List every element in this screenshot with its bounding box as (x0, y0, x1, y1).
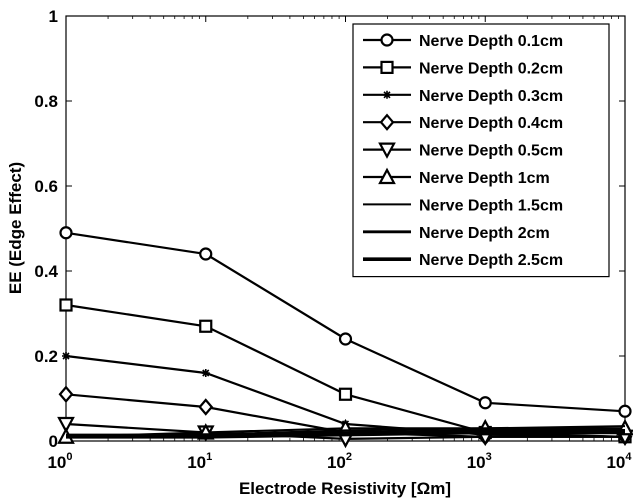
legend-item: Nerve Depth 0.1cm (363, 33, 563, 50)
data-point (199, 319, 213, 333)
legend-item: Nerve Depth 1cm (363, 167, 550, 187)
data-point (338, 332, 353, 346)
y-tick-label: 0.4 (34, 262, 58, 281)
data-point (201, 369, 210, 377)
data-point (198, 398, 214, 416)
x-tick-label: 102 (327, 451, 352, 472)
x-axis: 100 101 102 103 104 (47, 16, 632, 472)
data-point (478, 396, 492, 410)
y-tick-label: 1 (49, 7, 58, 26)
legend-item: Nerve Depth 2cm (363, 225, 550, 242)
legend-label: Nerve Depth 1.5cm (419, 197, 563, 214)
data-point (618, 404, 632, 418)
x-tick-label: 104 (606, 451, 632, 472)
legend-label: Nerve Depth 2cm (419, 225, 550, 242)
legend-item: Nerve Depth 2.5cm (363, 252, 563, 269)
legend-marker (380, 60, 394, 75)
legend-item: Nerve Depth 0.4cm (363, 113, 563, 132)
legend-label: Nerve Depth 0.2cm (419, 60, 563, 77)
legend-marker (380, 33, 394, 47)
legend-marker (378, 167, 396, 185)
legend-label: Nerve Depth 0.1cm (419, 33, 563, 50)
y-axis: 0 0.2 0.4 0.6 0.8 1 (34, 7, 625, 451)
legend-item: Nerve Depth 1.5cm (363, 197, 563, 214)
x-axis-label: Electrode Resistivity [Ωm] (239, 479, 451, 498)
legend-item: Nerve Depth 0.5cm (363, 142, 563, 160)
legend-label: Nerve Depth 0.5cm (419, 143, 563, 160)
legend: Nerve Depth 0.1cm Nerve Depth 0.2cm Nerve … (352, 23, 610, 278)
legend-label: Nerve Depth 0.3cm (419, 88, 563, 105)
legend-item: Nerve Depth 0.3cm (363, 88, 563, 105)
legend-marker (383, 90, 391, 99)
legend-item: Nerve Depth 0.2cm (363, 60, 563, 77)
data-point (59, 298, 73, 312)
series-layer (57, 226, 633, 449)
legend-label: Nerve Depth 2.5cm (419, 252, 563, 269)
legend-label: Nerve Depth 1cm (419, 170, 550, 187)
data-point (59, 226, 73, 240)
y-tick-label: 0.2 (34, 347, 58, 366)
legend-marker (379, 113, 395, 131)
y-tick-label: 0.6 (34, 177, 58, 196)
data-point (62, 352, 70, 360)
x-tick-label: 101 (187, 451, 212, 472)
y-tick-label: 0 (49, 432, 58, 451)
x-tick-label: 103 (467, 451, 492, 472)
data-point (338, 387, 353, 401)
data-point (58, 385, 74, 403)
data-point (57, 416, 75, 434)
y-axis-label: EE (Edge Effect) (6, 162, 25, 294)
series-line (66, 430, 625, 439)
data-point (199, 247, 213, 261)
series-1 (59, 226, 632, 418)
legend-label: Nerve Depth 0.4cm (419, 115, 563, 132)
x-tick-label: 100 (47, 451, 72, 472)
y-tick-label: 0.8 (34, 92, 58, 111)
legend-marker (378, 142, 396, 159)
series-9 (66, 430, 625, 439)
